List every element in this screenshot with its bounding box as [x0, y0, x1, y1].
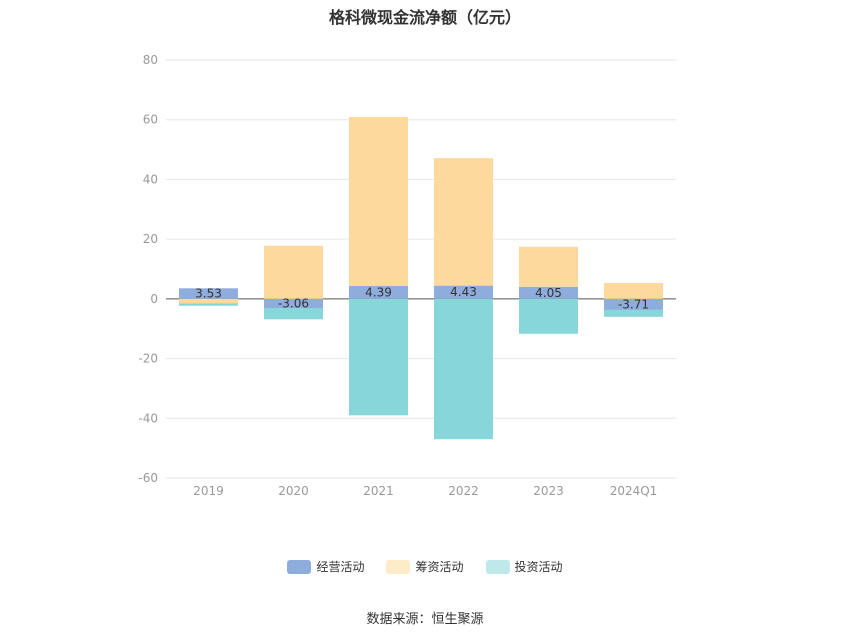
y-tick-label: -40 [138, 411, 158, 425]
legend-item-operating[interactable]: 经营活动 [287, 558, 364, 575]
x-tick-label: 2021 [363, 484, 394, 498]
x-tick-label: 2022 [448, 484, 479, 498]
bar-data-label: 4.05 [535, 286, 562, 300]
bar-financing [434, 158, 493, 286]
chart-title: 格科微现金流净额（亿元） [328, 8, 521, 27]
legend-swatch-investing [485, 559, 510, 574]
legend: 经营活动 筹资活动 投资活动 [0, 558, 850, 575]
x-tick-label: 2020 [278, 484, 309, 498]
bar-investing [434, 298, 493, 440]
bar-operating [179, 288, 238, 299]
bar-investing [264, 307, 323, 320]
legend-swatch-operating [287, 559, 312, 574]
bar-data-label: 3.53 [195, 287, 222, 301]
y-tick-label: -20 [138, 352, 158, 366]
y-tick-label: 80 [143, 53, 158, 67]
data-source-note: 数据来源：恒生聚源 [366, 612, 484, 627]
bar-investing [604, 309, 663, 317]
legend-label-financing: 筹资活动 [415, 560, 464, 574]
bar-operating [604, 298, 663, 310]
legend-swatch-financing [386, 559, 411, 574]
y-tick-label: 40 [143, 172, 158, 186]
legend-label-investing: 投资活动 [514, 560, 563, 574]
bar-investing [179, 303, 238, 306]
bar-financing [604, 283, 663, 299]
bar-financing [264, 245, 323, 299]
y-tick-label: 0 [150, 292, 158, 306]
bar-financing [179, 298, 238, 304]
bar-investing [349, 298, 408, 416]
bar-investing [519, 298, 578, 334]
x-tick-label: 2023 [533, 484, 564, 498]
bar-data-label: 4.39 [365, 285, 392, 299]
x-tick-label: 2024Q1 [610, 484, 658, 498]
bar-operating [349, 285, 408, 299]
bar-operating [519, 286, 578, 299]
bar-data-label: -3.71 [618, 297, 649, 311]
y-tick-label: -60 [138, 471, 158, 485]
bar-operating [434, 285, 493, 299]
bar-operating [264, 298, 323, 308]
bar-data-label: -3.06 [278, 296, 309, 310]
legend-item-financing[interactable]: 筹资活动 [386, 558, 464, 575]
bar-data-label: 4.43 [450, 285, 477, 299]
legend-label-operating: 经营活动 [316, 560, 365, 574]
bar-financing [519, 246, 578, 287]
y-tick-label: 60 [143, 113, 158, 127]
x-tick-label: 2019 [193, 484, 224, 498]
bar-financing [349, 117, 408, 286]
y-tick-label: 20 [143, 232, 158, 246]
legend-item-investing[interactable]: 投资活动 [485, 558, 563, 575]
